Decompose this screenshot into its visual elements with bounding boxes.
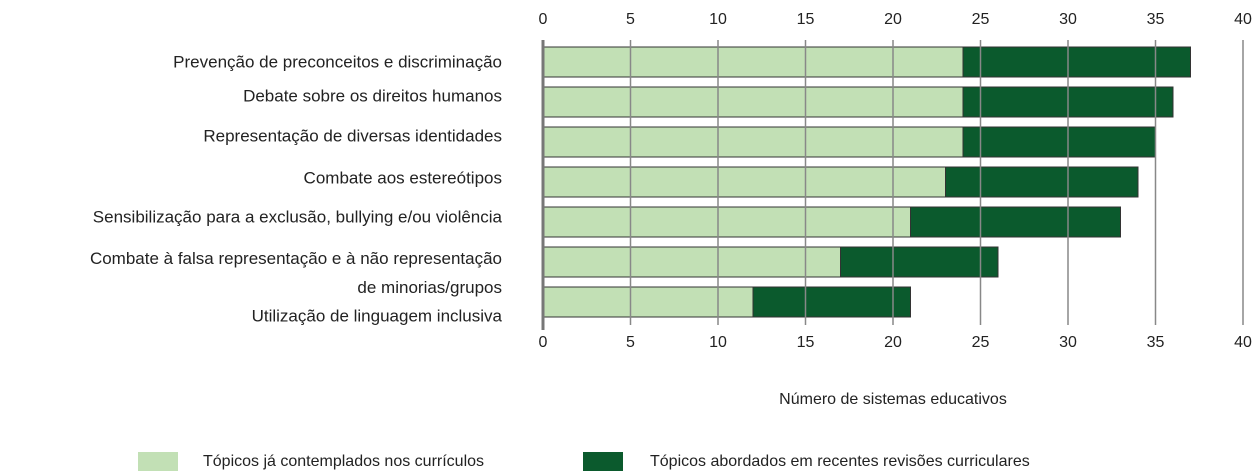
- category-label: Debate sobre os direitos humanos: [243, 86, 502, 106]
- category-label: Prevenção de preconceitos e discriminaçã…: [173, 52, 502, 72]
- x-tick-label: 40: [1234, 334, 1252, 351]
- bar-segment: [962, 46, 1191, 78]
- category-label: Representação de diversas identidades: [203, 126, 502, 146]
- x-tick-label: 35: [1147, 11, 1165, 28]
- x-tick-label: 30: [1059, 11, 1077, 28]
- bar-segment: [542, 166, 946, 198]
- x-tick-label: 10: [709, 11, 727, 28]
- x-tick-label: 20: [884, 334, 902, 351]
- x-tick-label: 40: [1234, 11, 1252, 28]
- category-label: Combate aos estereótipos: [303, 168, 502, 188]
- legend-swatch: [583, 452, 623, 471]
- x-tick-label: 0: [539, 11, 548, 28]
- legend-swatch: [138, 452, 178, 471]
- bar-segment: [542, 126, 964, 158]
- bar-segment: [840, 246, 999, 278]
- x-axis-label: Número de sistemas educativos: [779, 391, 1007, 408]
- x-tick-label: 20: [884, 11, 902, 28]
- bar-segment: [542, 86, 964, 118]
- category-label: Sensibilização para a exclusão, bullying…: [92, 207, 502, 227]
- x-tick-label: 25: [972, 334, 990, 351]
- category-label: Utilização de linguagem inclusiva: [251, 306, 502, 326]
- x-tick-label: 10: [709, 334, 727, 351]
- bar-segment: [542, 286, 754, 318]
- bar-segment: [752, 286, 911, 318]
- x-tick-label: 15: [797, 11, 815, 28]
- legend-label: Tópicos abordados em recentes revisões c…: [650, 453, 1030, 470]
- bar-segment: [962, 126, 1156, 158]
- x-tick-label: 30: [1059, 334, 1077, 351]
- x-tick-label: 15: [797, 334, 815, 351]
- bar-segment: [542, 246, 841, 278]
- category-label: Combate à falsa representação e à não re…: [89, 249, 502, 297]
- x-tick-label: 0: [539, 334, 548, 351]
- bar-segment: [542, 46, 964, 78]
- legend-label: Tópicos já contemplados nos currículos: [203, 453, 484, 470]
- bar-segment: [945, 166, 1139, 198]
- bar-segment: [542, 206, 911, 238]
- x-tick-label: 25: [972, 11, 990, 28]
- x-tick-label: 5: [626, 334, 635, 351]
- x-tick-label: 5: [626, 11, 635, 28]
- bar-segment: [910, 206, 1121, 238]
- x-tick-label: 35: [1147, 334, 1165, 351]
